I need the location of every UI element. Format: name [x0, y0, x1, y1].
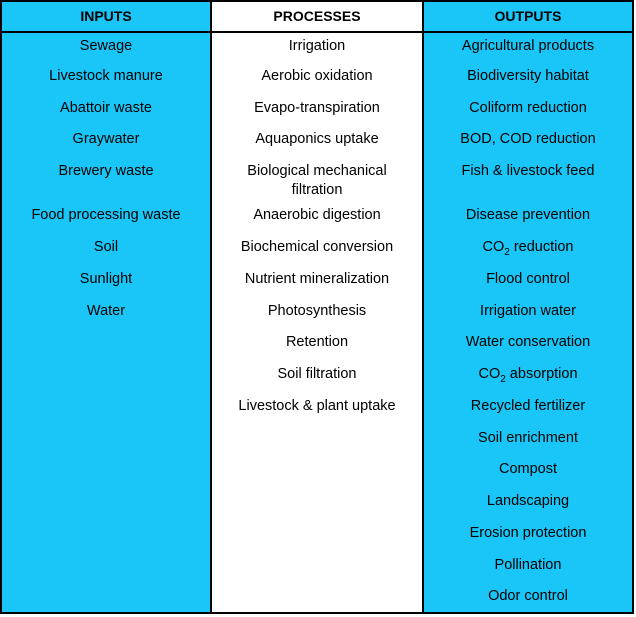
processe-item: Livestock & plant uptake [238, 398, 396, 414]
output-item: Biodiversity habitat [467, 68, 589, 84]
output-item: Soil enrichment [478, 430, 578, 446]
output-item: BOD, COD reduction [460, 131, 596, 147]
processe-item: Biochemical conversion [240, 239, 394, 255]
output-item: Fish & livestock feed [461, 163, 595, 179]
processe-item: Photosynthesis [267, 303, 367, 319]
processe-item: Aerobic oxidation [261, 68, 373, 84]
input-item: Soil [93, 239, 119, 255]
output-item: Pollination [494, 557, 562, 573]
output-item: Odor control [488, 588, 568, 604]
outputs-column: OUTPUTS Agricultural products Biodiversit… [424, 2, 632, 612]
inputs-column: INPUTS Sewage Livestock manure Abattoir wa… [2, 2, 212, 612]
output-item: Agricultural products [461, 38, 595, 54]
output-item: Irrigation water [480, 303, 576, 319]
processe-item: Evapo-transpiration [254, 100, 380, 116]
processe-item: Retention [285, 334, 349, 350]
outputs-header: OUTPUTS [424, 2, 632, 33]
processes-header: PROCESSES [212, 2, 422, 33]
processe-item: Soil filtration [277, 366, 357, 382]
output-item: Recycled fertilizer [470, 398, 586, 414]
output-item: Compost [498, 461, 558, 477]
output-item: Flood control [486, 271, 570, 287]
output-item: CO2 absorption [478, 366, 578, 385]
output-item: Coliform reduction [469, 100, 587, 116]
input-item: Abattoir waste [60, 100, 152, 116]
processe-item: Biological mechanical filtration [247, 163, 387, 198]
processe-item: Nutrient mineralization [244, 271, 390, 287]
output-item: CO2 reduction [482, 239, 574, 258]
input-item: Graywater [72, 131, 140, 147]
input-item: Brewery waste [58, 163, 154, 179]
output-item: Water conservation [465, 334, 591, 350]
processe-item: Anaerobic digestion [253, 207, 381, 223]
input-item: Livestock manure [49, 68, 163, 84]
input-item: Sewage [79, 38, 133, 54]
inputs-header: INPUTS [2, 2, 210, 33]
output-item: Disease prevention [465, 207, 591, 223]
input-item: Food processing waste [31, 207, 181, 223]
input-item: Water [86, 303, 126, 319]
output-item: Erosion protection [469, 525, 587, 541]
processe-item: Aquaponics uptake [255, 131, 379, 147]
processes-column: PROCESSES Irrigation Aerobic oxidation Eva… [212, 2, 424, 612]
input-item: Sunlight [79, 271, 133, 287]
processe-item: Irrigation [288, 38, 346, 54]
output-item: Landscaping [486, 493, 570, 509]
